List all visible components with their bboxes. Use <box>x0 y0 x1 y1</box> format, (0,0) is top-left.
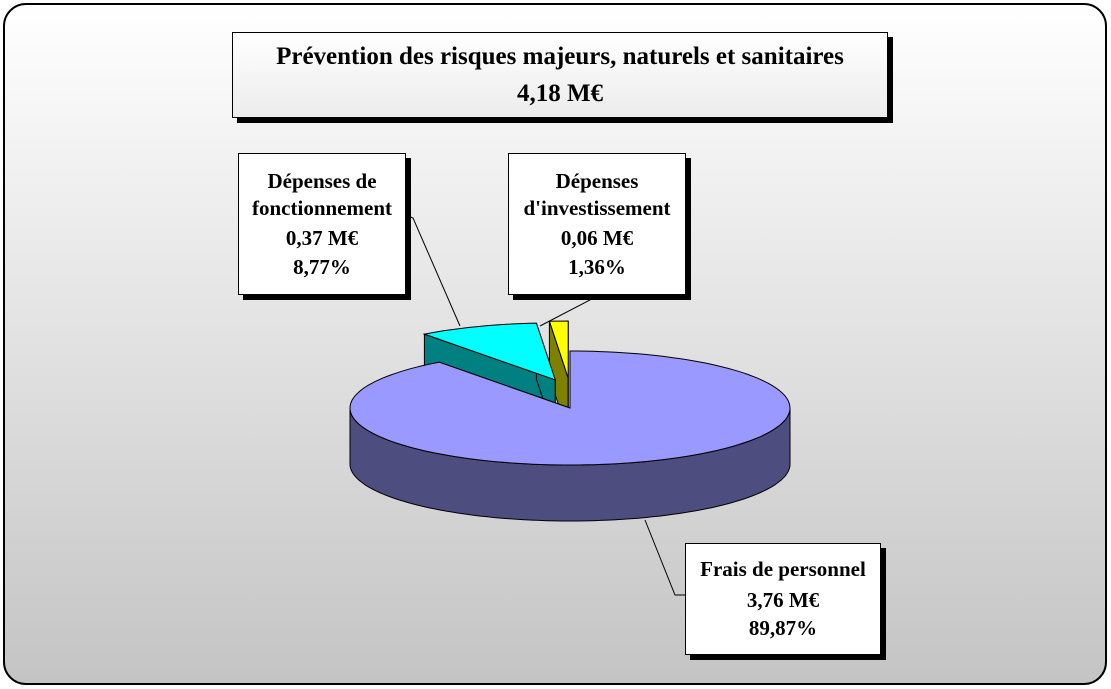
data-label: Dépenses de fonctionnement 0,37 M€ 8,77% <box>238 153 406 295</box>
chart-title: Prévention des risques majeurs, naturels… <box>276 42 844 70</box>
leader-lines <box>405 214 685 596</box>
data-label: Dépenses d'investissement 0,06 M€ 1,36% <box>508 153 686 295</box>
slice-top <box>548 320 569 379</box>
value-label: 1,36% <box>568 254 626 279</box>
leader-line <box>539 294 599 327</box>
amount-label: 0,37 M€ <box>285 226 359 251</box>
value-label: 8,77% <box>293 254 351 279</box>
data-label: Frais de personnel 3,76 M€ 89,87% <box>685 543 881 655</box>
amount-label: 0,06 M€ <box>560 226 634 251</box>
chart-subtitle: 4,18 M€ <box>516 80 604 107</box>
category-label: Frais de personnel <box>700 557 866 582</box>
amount-label: 3,76 M€ <box>746 587 820 612</box>
slice <box>349 350 791 522</box>
category-label: Dépenses d'investissement <box>523 168 671 221</box>
category-label: Dépenses de fonctionnement <box>252 168 392 221</box>
slice-top <box>422 322 556 381</box>
leader-line <box>644 519 685 596</box>
title-box: Prévention des risques majeurs, naturels… <box>232 32 888 118</box>
value-label: 89,87% <box>748 616 818 641</box>
slice-top <box>349 350 791 466</box>
leader-line <box>405 214 461 327</box>
